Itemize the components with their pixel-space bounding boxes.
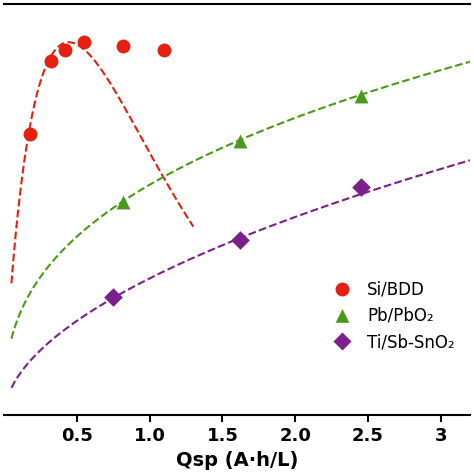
Point: [236, 137, 244, 145]
Point: [62, 46, 69, 54]
Point: [236, 237, 244, 244]
Point: [357, 183, 365, 191]
Point: [120, 42, 128, 50]
Point: [81, 38, 88, 46]
Point: [27, 130, 34, 137]
Point: [109, 293, 117, 301]
Point: [357, 92, 365, 100]
X-axis label: Qsp (A·h/L): Qsp (A·h/L): [176, 451, 298, 470]
Point: [160, 46, 168, 54]
Point: [120, 199, 128, 206]
Legend: Si/BDD, Pb/PbO₂, Ti/Sb-SnO₂: Si/BDD, Pb/PbO₂, Ti/Sb-SnO₂: [319, 274, 462, 358]
Point: [47, 57, 55, 65]
